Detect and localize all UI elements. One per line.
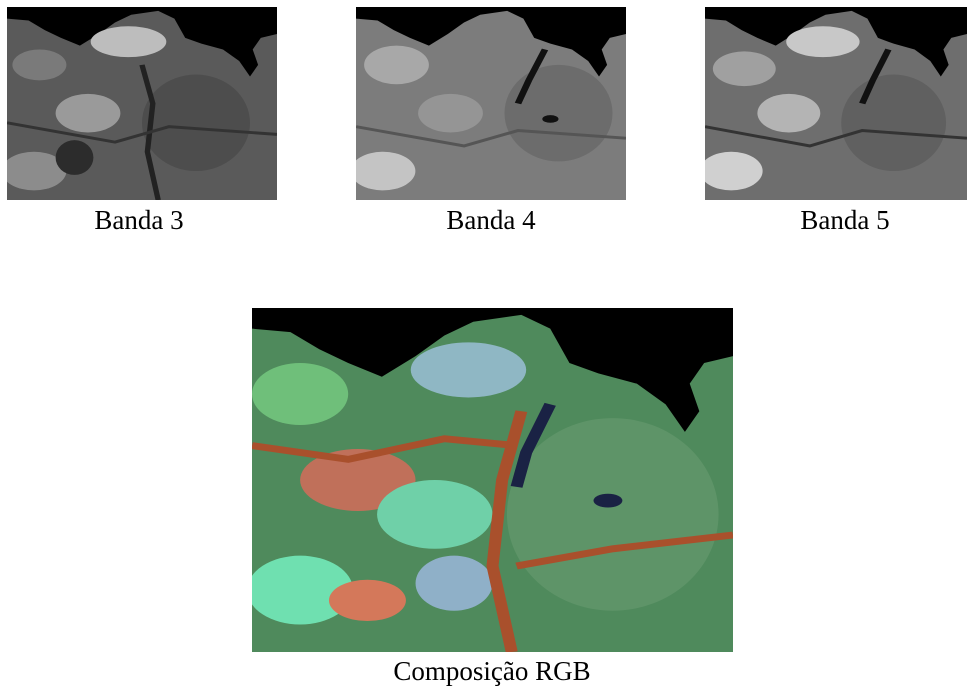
figure: Banda 3 Banda 4 Banda 5 Composição RGB xyxy=(0,0,970,688)
caption: Banda 3 xyxy=(94,205,183,235)
band-5-image xyxy=(700,7,967,200)
rgb-composite-image xyxy=(247,308,733,652)
caption: Banda 4 xyxy=(446,205,536,235)
page: {"panels": [{"caption": "Banda 3"}, {"ca… xyxy=(0,0,970,688)
caption: Composição RGB xyxy=(393,656,590,686)
band-4-image xyxy=(351,7,626,200)
caption: Banda 5 xyxy=(800,205,889,235)
band-3-image xyxy=(2,7,277,200)
